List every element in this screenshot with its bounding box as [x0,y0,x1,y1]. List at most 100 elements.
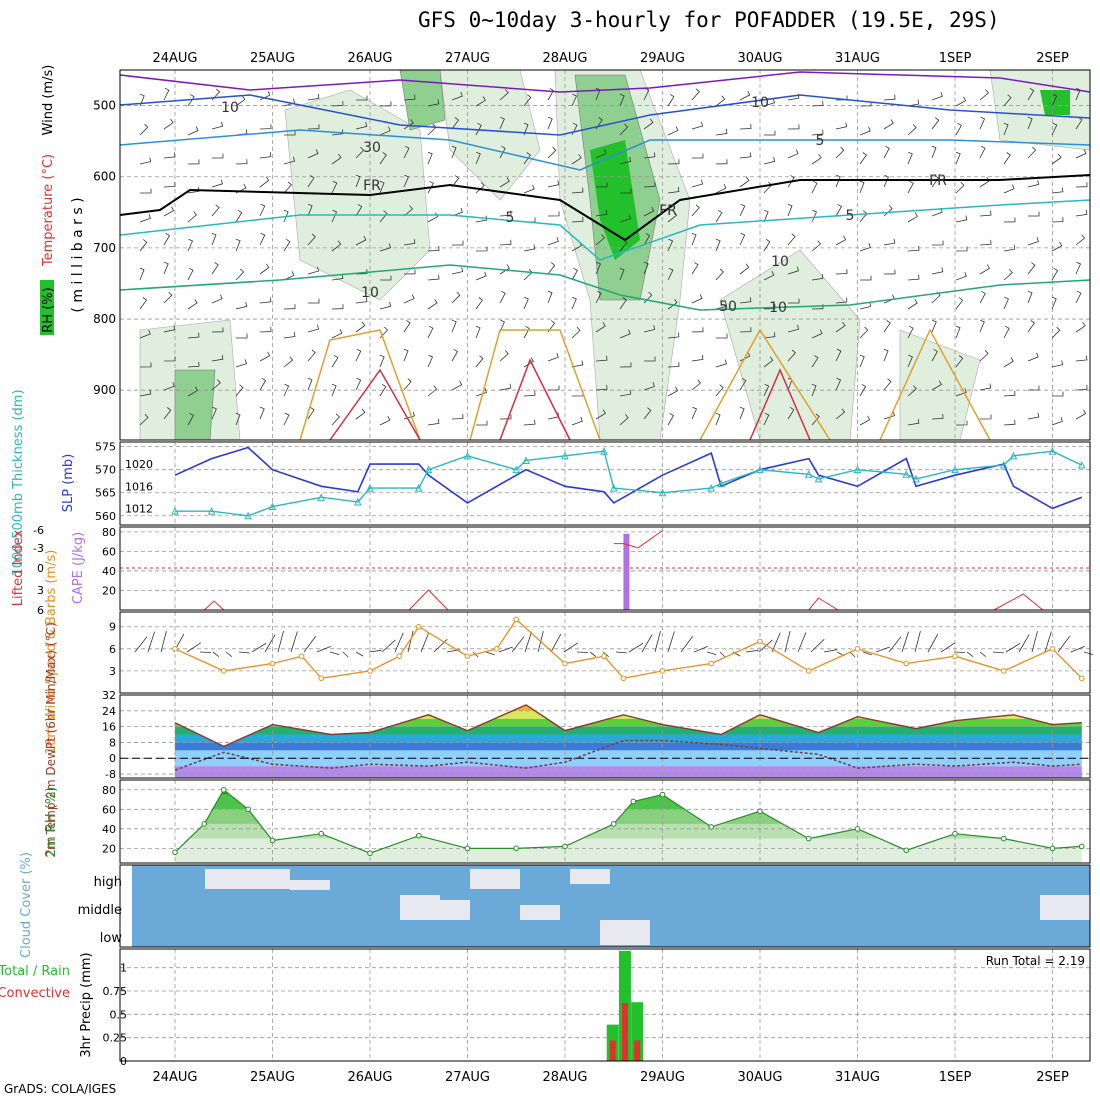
wind-barb [547,352,559,362]
wind-barb [667,238,674,252]
wind-barb [1075,409,1087,420]
wind10-marker [620,675,627,682]
lifted-line [993,593,1044,611]
wind-barb [307,149,319,159]
wind-barb [523,419,536,426]
thickness-marker [561,451,569,460]
wind10-marker [659,668,666,674]
wind-barb [1052,391,1064,397]
thickness-marker [1009,451,1018,460]
slp-frame [119,441,1091,526]
precip-legend-total: Total / Rain [0,964,70,979]
wind-barb [427,212,439,223]
rh2m-marker [220,786,227,793]
wind-barb [499,116,505,130]
wind-barb [571,154,582,165]
wind-barb [451,175,460,188]
thickness-marker [902,470,911,478]
wind10-marker [1049,646,1056,652]
wind-barb [835,408,846,420]
wind-barb [259,232,266,246]
date-label-top: 25AUG [250,51,295,66]
wind-barb [1075,149,1087,159]
wind-barb [883,174,889,188]
thickness-marker [609,483,618,492]
wind-barb [787,266,800,275]
wind-barb [259,176,270,188]
wind-barb [163,181,176,188]
wind-barb [715,301,728,310]
wind-barb [619,123,629,136]
wind-barb [451,319,457,333]
wind-label: Wind (m/s) [41,65,56,136]
wind-barb [523,325,530,339]
wind-barb [907,124,917,136]
wind10-barb [212,651,220,658]
wind-barb [355,321,366,333]
wind10-marker [220,668,227,674]
isoline [119,94,1091,136]
isoline [699,328,831,441]
wind-barb [859,415,871,426]
wind-barb [571,416,583,426]
wind-barb [139,389,152,397]
rh2m-band [175,838,1082,863]
date-label-bottom: 25AUG [250,1070,295,1085]
wind-barb [811,383,817,397]
upper-air-legend: Wind (m/s) Temperature (°C) [41,65,56,267]
wind-barb [1075,117,1083,130]
cloud-level-label: middle [78,903,122,918]
wind10-marker [601,653,607,659]
slp-label: SLP (mb) [61,454,76,513]
wind-barb [620,188,632,194]
wind-barb [787,149,799,159]
wind10-barb [277,630,284,653]
temp2m-tick: 24 [102,705,116,718]
temp2m-tick: 16 [102,721,116,734]
wind-barb [979,116,986,130]
wind-barb [883,119,894,130]
slp-tick: 1012 [125,502,153,515]
rh-legend: RH (%) [41,287,56,332]
wind-barb [787,124,800,130]
thickness-marker [317,493,326,501]
precip-conv-bar [621,1003,628,1061]
wind-barb [835,235,847,246]
wind-barb [763,412,770,426]
wind-barb [955,388,967,397]
wind-barb [571,267,578,281]
rh-shade-light [719,249,861,441]
wind-barb [667,362,680,368]
wind-barb [236,333,248,339]
wind-barb [235,238,241,252]
wind-barb [643,232,651,246]
temp2m-tick: 0 [109,752,116,765]
cape-tick: 20 [102,584,116,597]
wind-barb [1003,390,1016,397]
wind-barb [187,412,194,426]
thickness-marker [424,465,433,474]
wind-barb [1003,217,1016,223]
wind-barb [403,145,410,159]
lifted-tick: -3 [33,542,44,555]
temp-label: Temperature (°C) [41,154,56,267]
wind10-marker [757,638,763,645]
wind-barb [907,180,914,194]
wind-barb [211,354,224,362]
thickness-marker [999,460,1008,469]
wind-barb [187,94,195,107]
wind-barb [403,238,416,246]
wind-barb [1003,325,1010,339]
wind-barb [859,354,865,368]
wind-barb [595,384,608,391]
wind-barb [403,205,413,217]
wind-barb [547,180,560,188]
wind-barb [331,329,343,339]
wind-barb [163,325,176,333]
wind-barb [523,357,534,368]
wind-barb [307,203,313,217]
wind-barb [883,205,893,217]
wind-barb [931,319,937,333]
wind-barb [595,290,602,304]
wind-barb [979,414,992,420]
